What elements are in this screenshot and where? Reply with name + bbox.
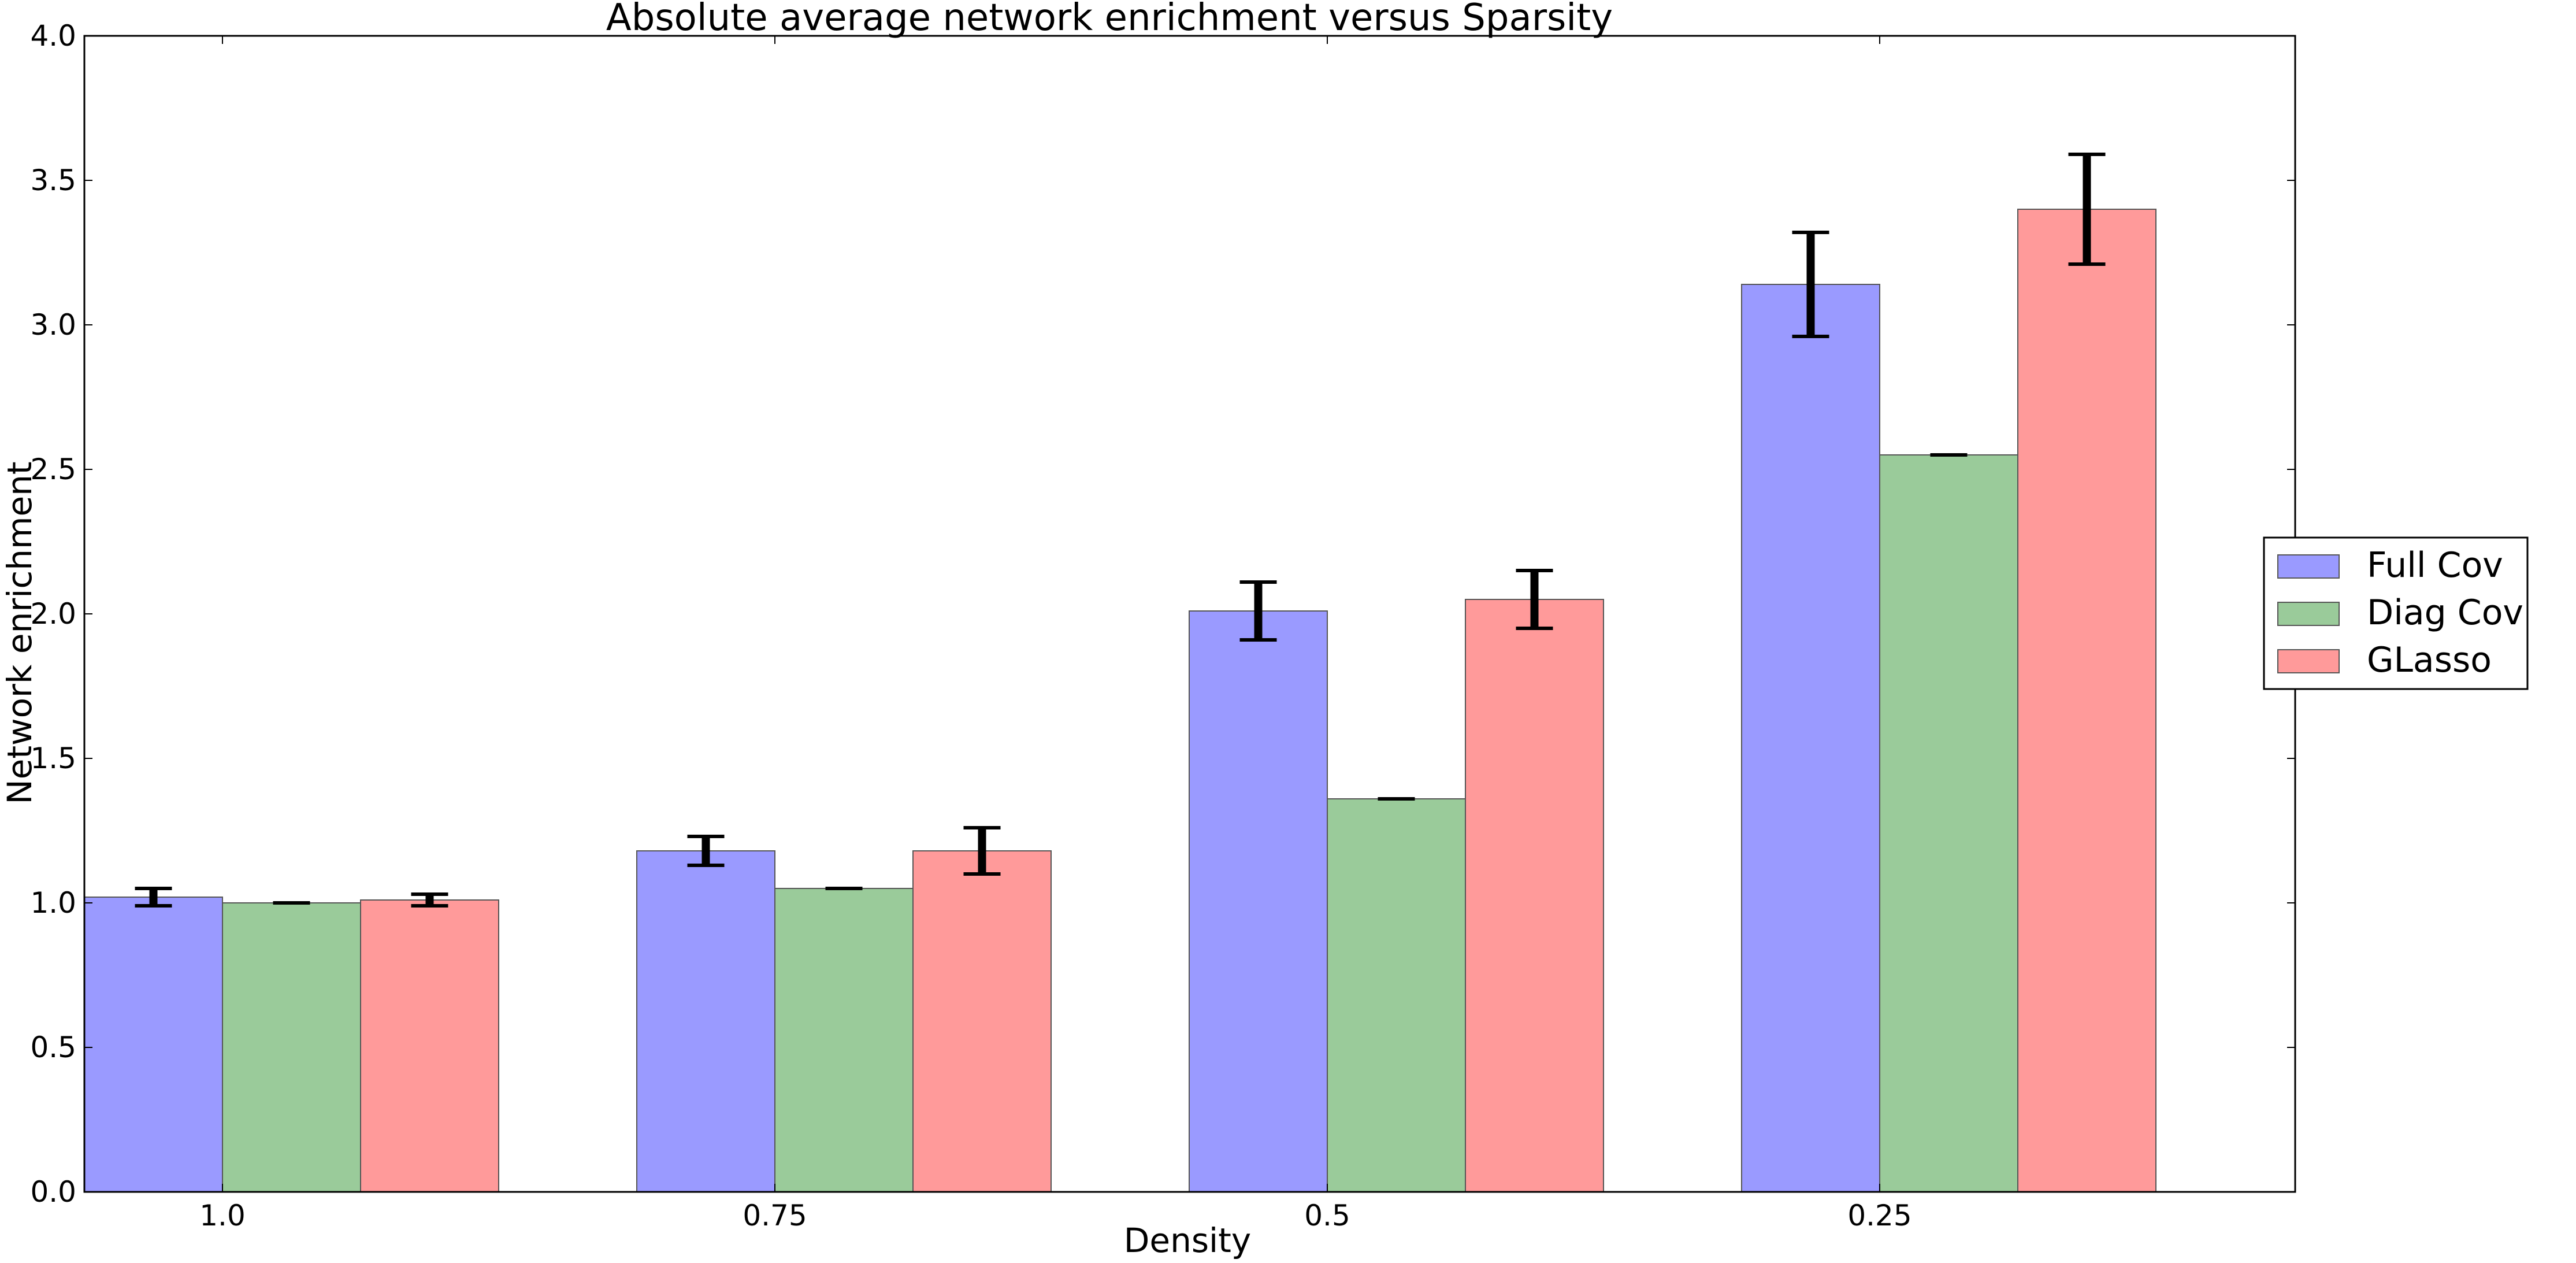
- y-tick-label-2: 1.0: [30, 886, 76, 920]
- x-axis-label: Density: [1124, 1221, 1252, 1260]
- error-bars-layer: [135, 153, 2106, 908]
- y-tick-label-4: 2.0: [30, 597, 76, 631]
- bar-diag-cov-3: [1879, 454, 2018, 1192]
- ticks-layer: 1.0 0.75 0.5 0.25 0.0 0.5 1.0 1.5 2.0 2.5 3.0 3.5 4.…: [30, 19, 2295, 1232]
- y-tick-label-7: 3.5: [30, 164, 76, 197]
- legend-swatch-0: [2277, 554, 2340, 579]
- bar-glasso-2: [1465, 599, 1604, 1192]
- bars-layer: [84, 209, 2156, 1192]
- bar-glasso-3: [2017, 209, 2156, 1192]
- y-tick-label-5: 2.5: [30, 453, 76, 486]
- bar-glasso-1: [912, 850, 1052, 1192]
- y-tick-label-0: 0.0: [30, 1175, 76, 1209]
- bar-full-cov-2: [1189, 610, 1328, 1192]
- bar-diag-cov-0: [222, 902, 361, 1192]
- legend-label-2: GLasso: [2367, 640, 2492, 680]
- x-tick-label-2: 0.5: [1304, 1199, 1350, 1232]
- x-tick-label-3: 0.25: [1847, 1199, 1911, 1232]
- bar-full-cov-3: [1741, 284, 1880, 1192]
- legend-label-0: Full Cov: [2367, 545, 2503, 586]
- x-tick-label-0: 1.0: [199, 1199, 246, 1232]
- chart-title: Absolute average network enrichment vers…: [606, 0, 1613, 39]
- y-tick-label-3: 1.5: [30, 742, 76, 775]
- legend-label-1: Diag Cov: [2367, 592, 2523, 633]
- legend-swatch-1: [2277, 602, 2340, 626]
- y-tick-label-8: 4.0: [30, 19, 76, 53]
- bar-diag-cov-2: [1327, 798, 1466, 1192]
- bar-full-cov-1: [636, 850, 775, 1192]
- y-tick-label-6: 3.0: [30, 308, 76, 342]
- bar-full-cov-0: [84, 897, 223, 1192]
- y-axis-label: Network enrichment: [0, 461, 39, 804]
- bar-glasso-0: [360, 899, 499, 1192]
- legend: Full Cov Diag Cov GLasso: [2263, 536, 2529, 690]
- bar-diag-cov-1: [774, 888, 914, 1192]
- x-tick-label-1: 0.75: [743, 1199, 807, 1232]
- legend-swatch-2: [2277, 649, 2340, 673]
- y-tick-label-1: 0.5: [30, 1031, 76, 1064]
